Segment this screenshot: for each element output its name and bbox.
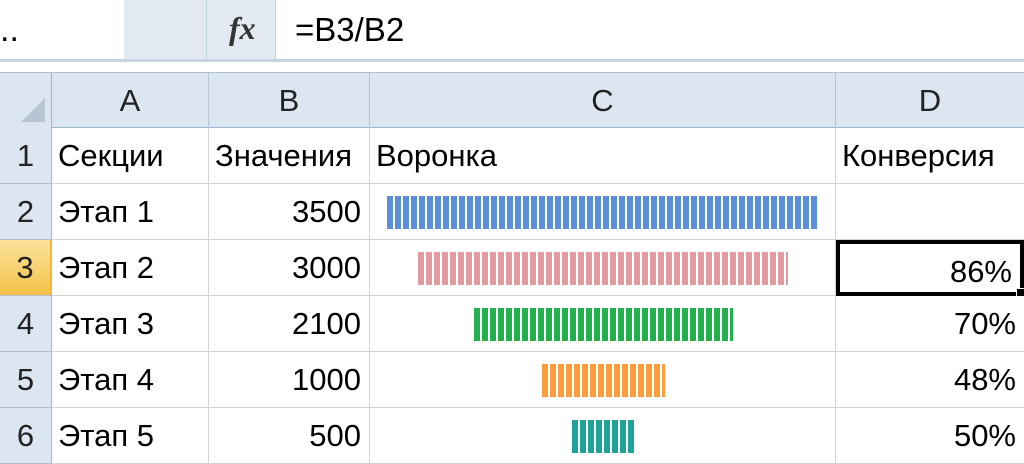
column-header-c[interactable]: C xyxy=(370,73,836,128)
cell-d3-active[interactable]: 86% xyxy=(836,240,1024,297)
table-row: 4 Этап 3 2100 70% xyxy=(0,296,1024,352)
cell-b3[interactable]: 3000 xyxy=(209,240,370,296)
cell-a2[interactable]: Этап 1 xyxy=(52,184,209,240)
cell-d6[interactable]: 50% xyxy=(953,418,1016,453)
formula-text: =B3/B2 xyxy=(295,11,405,48)
fx-icon: fx xyxy=(229,10,256,46)
cell-d1[interactable]: Конверсия xyxy=(842,138,995,173)
cell-c2[interactable] xyxy=(370,184,836,240)
formula-bar: .. fx =B3/B2 xyxy=(0,0,1024,62)
funnel-bar xyxy=(387,196,819,229)
cell-c4[interactable] xyxy=(370,296,836,352)
cell-a4[interactable]: Этап 3 xyxy=(52,296,209,352)
select-all-triangle-icon xyxy=(21,98,45,122)
fill-handle[interactable] xyxy=(1016,288,1024,297)
insert-function-button[interactable]: fx xyxy=(206,0,276,59)
funnel-bar xyxy=(474,308,733,341)
table-row: 6 Этап 5 500 50% xyxy=(0,408,1024,464)
cell-b2[interactable]: 3500 xyxy=(209,184,370,240)
name-box-divider xyxy=(124,0,206,59)
column-headers: A B C D xyxy=(0,72,1024,128)
cell-b4[interactable]: 2100 xyxy=(209,296,370,352)
cell-c6[interactable] xyxy=(370,408,836,464)
cell-d2[interactable] xyxy=(836,184,1024,240)
cell-d5[interactable]: 48% xyxy=(953,362,1016,397)
cell-a6[interactable]: Этап 5 xyxy=(52,408,209,464)
column-header-a[interactable]: A xyxy=(52,73,209,128)
row-header[interactable]: 4 xyxy=(0,296,52,352)
table-row: 1 Секции Значения Воронка Конверсия xyxy=(0,128,1024,184)
column-header-b[interactable]: B xyxy=(209,73,370,128)
column-header-d[interactable]: D xyxy=(918,83,942,118)
cell-b1[interactable]: Значения xyxy=(209,128,370,184)
cell-a3[interactable]: Этап 2 xyxy=(52,240,209,296)
formula-input[interactable]: =B3/B2 xyxy=(277,0,1024,59)
cell-c1[interactable]: Воронка xyxy=(370,128,836,184)
funnel-bar xyxy=(418,252,788,285)
table-row: 5 Этап 4 1000 48% xyxy=(0,352,1024,408)
row-header[interactable]: 6 xyxy=(0,408,52,464)
cell-b5[interactable]: 1000 xyxy=(209,352,370,408)
cell-a5[interactable]: Этап 4 xyxy=(52,352,209,408)
row-header-selected[interactable]: 3 xyxy=(0,240,52,296)
cell-d4[interactable]: 70% xyxy=(953,306,1016,341)
worksheet-grid: 1 Секции Значения Воронка Конверсия 2 Эт… xyxy=(0,128,1024,464)
name-box-value: .. xyxy=(0,11,19,49)
cell-c3[interactable] xyxy=(370,240,836,296)
row-header[interactable]: 5 xyxy=(0,352,52,408)
cell-b6[interactable]: 500 xyxy=(209,408,370,464)
row-header[interactable]: 1 xyxy=(0,128,52,184)
funnel-bar xyxy=(542,364,665,397)
active-cell-value: 86% xyxy=(949,254,1012,289)
cell-c5[interactable] xyxy=(370,352,836,408)
table-row: 3 Этап 2 3000 86% xyxy=(0,240,1024,297)
row-header[interactable]: 2 xyxy=(0,184,52,240)
select-all-corner[interactable] xyxy=(0,73,52,128)
cell-a1[interactable]: Секции xyxy=(52,128,209,184)
table-row: 2 Этап 1 3500 xyxy=(0,184,1024,240)
funnel-bar xyxy=(572,420,634,453)
